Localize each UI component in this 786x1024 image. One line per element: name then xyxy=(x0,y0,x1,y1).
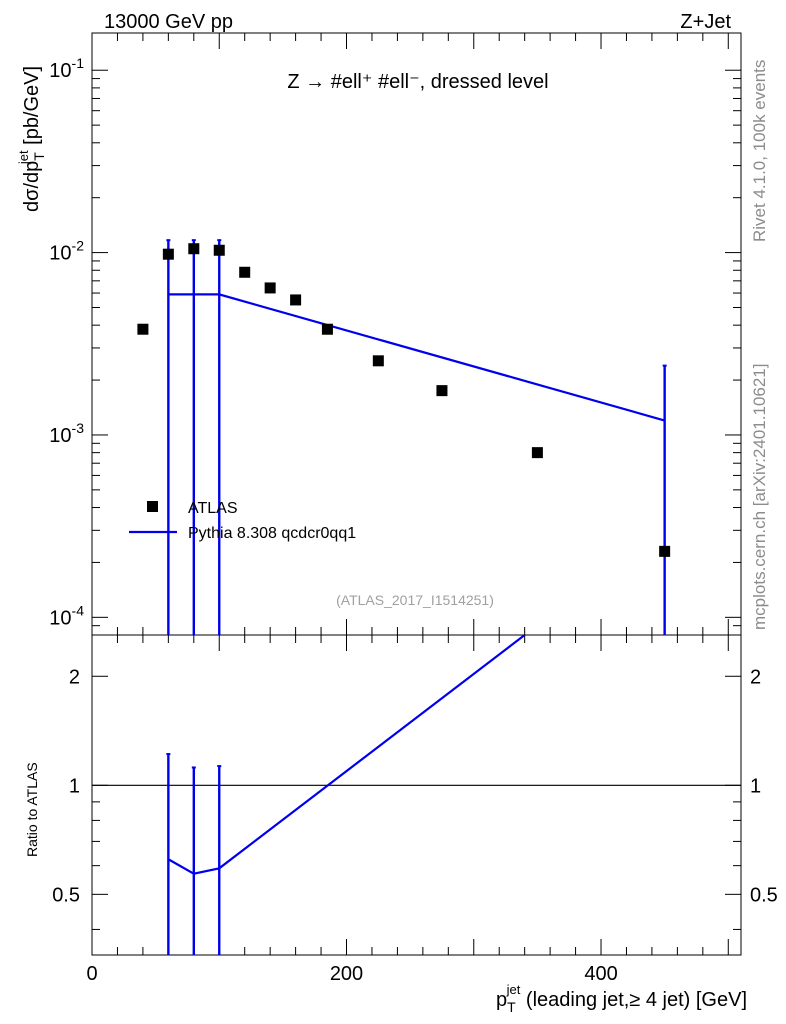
legend-atlas-marker xyxy=(147,501,158,512)
watermark: (ATLAS_2017_I1514251) xyxy=(336,592,494,608)
svg-text:Ratio to ATLAS: Ratio to ATLAS xyxy=(24,762,40,857)
atlas-data-point xyxy=(239,266,251,278)
ticks-layer: 10-1 10-2 10-3 10-4 0 200 400 0.5 0.5 1 1 2 2 xyxy=(49,33,778,985)
ratio-series-group xyxy=(166,635,526,955)
atlas-data-point xyxy=(659,545,671,557)
main-y-tick-label: 10-4 xyxy=(49,602,84,629)
atlas-data-point xyxy=(162,248,174,260)
main-y-tick-label: 10-2 xyxy=(49,238,84,265)
atlas-data-point xyxy=(213,244,225,256)
ratio-series-line xyxy=(167,635,526,875)
ratio-frame xyxy=(91,634,742,956)
main-y-label: dσ/dpTjet [pb/GeV] xyxy=(16,66,47,212)
data-layer xyxy=(92,239,741,955)
ratio-y-tick-label-right: 2 xyxy=(750,666,761,688)
x-tick-label: 200 xyxy=(330,963,363,985)
mc-series-line xyxy=(168,293,665,422)
mcplots-label: mcplots.cern.ch [arXiv:2401.10621] xyxy=(750,363,769,630)
legend: ATLAS Pythia 8.308 qcdcr0qq1 xyxy=(129,500,356,542)
main-series-group xyxy=(137,239,671,635)
rivet-label: Rivet 4.1.0, 100k events xyxy=(750,59,769,242)
atlas-data-point xyxy=(264,282,276,294)
atlas-data-point xyxy=(290,294,302,306)
ratio-y-tick-label-left: 2 xyxy=(69,666,80,688)
legend-pythia-label: Pythia 8.308 qcdcr0qq1 xyxy=(188,525,356,542)
legend-atlas-label: ATLAS xyxy=(188,500,238,517)
header-process: Z+Jet xyxy=(680,11,731,33)
main-frame xyxy=(91,32,742,636)
x-axis-label: pTjet (leading jet,≥ 4 jet) [GeV] xyxy=(496,982,747,1015)
atlas-data-point xyxy=(321,323,333,335)
header-energy: 13000 GeV pp xyxy=(104,11,233,33)
atlas-data-point xyxy=(372,355,384,367)
main-y-tick-label: 10-3 xyxy=(49,420,84,447)
ratio-y-tick-label-right: 0.5 xyxy=(750,884,778,906)
ratio-y-tick-label-right: 1 xyxy=(750,775,761,797)
frame-layer xyxy=(91,32,742,956)
atlas-data-point xyxy=(188,243,200,255)
ratio-y-tick-label-left: 0.5 xyxy=(52,884,80,906)
svg-text:dσ/dpTjet [pb/GeV]: dσ/dpTjet [pb/GeV] xyxy=(16,66,47,212)
atlas-data-point xyxy=(137,323,149,335)
main-y-tick-label: 10-1 xyxy=(49,55,84,82)
x-tick-label: 400 xyxy=(584,963,617,985)
atlas-data-point xyxy=(436,385,448,397)
ratio-y-tick-label-left: 1 xyxy=(69,775,80,797)
main-title: Z → #ell⁺ #ell⁻, dressed level xyxy=(287,71,548,93)
ratio-y-label: Ratio to ATLAS xyxy=(24,762,40,857)
atlas-data-point xyxy=(531,447,543,459)
x-tick-label: 0 xyxy=(86,963,97,985)
